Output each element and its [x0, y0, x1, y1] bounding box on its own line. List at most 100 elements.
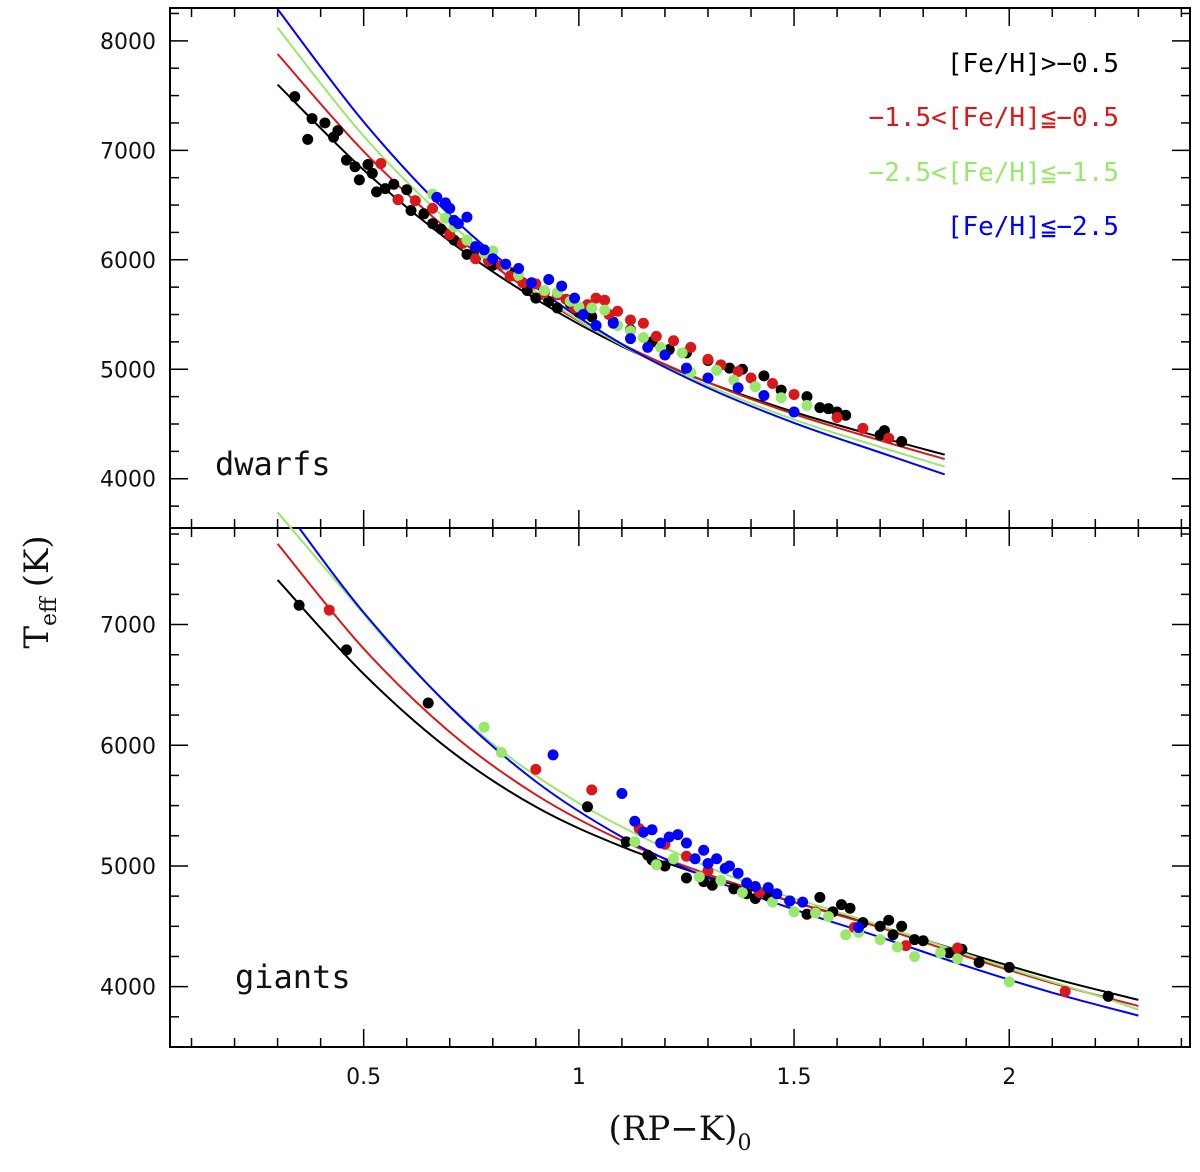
data-point [427, 218, 439, 230]
data-point [758, 370, 770, 382]
data-point [835, 899, 847, 911]
data-point [840, 409, 852, 421]
data-point [530, 763, 542, 775]
data-point [741, 877, 753, 889]
data-point [883, 432, 895, 444]
bottom-panel: 4000 5000 6000 7000 0.5 1 1.5 2 giants [100, 511, 1191, 1090]
data-point [840, 929, 852, 941]
data-point [706, 879, 718, 891]
legend-entry-very-metal-poor: [Fe/H]≦−2.5 [947, 212, 1119, 242]
data-point [625, 314, 637, 326]
data-point [680, 837, 692, 849]
top-panel-y-tick-labels: 4000 5000 6000 7000 8000 [100, 30, 156, 493]
data-point [452, 218, 464, 230]
data-point [590, 292, 602, 304]
data-point [478, 721, 490, 733]
panel-label-dwarfs: dwarfs [215, 445, 331, 483]
data-point [663, 831, 675, 843]
data-point [470, 241, 482, 253]
y-tick-label: 6000 [100, 249, 156, 274]
data-point [487, 245, 499, 257]
data-point [461, 234, 473, 246]
data-point [659, 349, 671, 361]
data-point [952, 953, 964, 965]
data-point [883, 914, 895, 926]
data-point [637, 332, 649, 344]
bottom-panel-fit-curves [276, 511, 1139, 1017]
data-point [409, 195, 421, 207]
y-tick-label: 5000 [100, 855, 156, 880]
data-point [668, 853, 680, 865]
data-point [788, 406, 800, 418]
data-point [788, 388, 800, 400]
data-point [375, 157, 387, 169]
data-point [723, 860, 735, 872]
data-point [857, 422, 869, 434]
data-point [500, 258, 512, 270]
data-point [461, 248, 473, 260]
data-point [736, 887, 748, 899]
data-point [547, 749, 559, 761]
data-point [659, 860, 671, 872]
legend: [Fe/H]>−0.5 −1.5<[Fe/H]≦−0.5 −2.5<[Fe/H]… [869, 49, 1119, 242]
data-point [814, 891, 826, 903]
x-axis-title-subscript: 0 [737, 1131, 751, 1156]
data-point [909, 950, 921, 962]
data-point [405, 205, 417, 217]
data-point [934, 947, 946, 959]
data-point [435, 223, 447, 235]
fit-curve [276, 579, 1139, 1001]
data-point [577, 309, 589, 321]
y-axis-title-main: T [17, 626, 57, 649]
data-point [831, 411, 843, 423]
data-point [775, 384, 787, 396]
data-point [758, 390, 770, 402]
data-point [289, 91, 301, 103]
data-point [612, 305, 624, 317]
data-point [650, 330, 662, 342]
panel-label-giants: giants [235, 958, 351, 996]
data-point [973, 957, 985, 969]
x-axis-title: (RP−K)0 [609, 1109, 752, 1156]
bottom-panel-frame [169, 527, 1191, 1048]
data-point [625, 325, 637, 337]
data-point [650, 859, 662, 871]
data-point [693, 871, 705, 883]
data-point [607, 317, 619, 329]
legend-entry-metal-poor: −2.5<[Fe/H]≦−1.5 [869, 158, 1119, 188]
data-point [668, 335, 680, 347]
y-axis-title-text: Teff (K) [17, 535, 62, 648]
data-point [306, 113, 318, 125]
x-tick-labels: 0.5 1 1.5 2 [346, 1065, 1016, 1090]
data-point [538, 284, 550, 296]
data-point [478, 244, 490, 256]
data-point [332, 125, 344, 137]
data-point [543, 295, 555, 307]
fit-curve [276, 543, 1139, 1007]
data-point [749, 381, 761, 393]
data-point [586, 302, 598, 314]
x-tick-label: 1.5 [777, 1065, 812, 1090]
data-point [392, 194, 404, 206]
data-point [418, 208, 430, 220]
data-point [461, 211, 473, 223]
y-tick-label: 7000 [100, 614, 156, 639]
x-axis-title-text: (RP−K)0 [609, 1109, 752, 1156]
data-point [427, 202, 439, 214]
data-point [853, 922, 865, 934]
data-point [530, 292, 542, 304]
data-point [495, 746, 507, 758]
data-point [349, 161, 361, 173]
data-point [702, 858, 714, 870]
data-point [822, 403, 834, 415]
y-tick-label: 4000 [100, 468, 156, 493]
data-point [319, 117, 331, 129]
data-point [771, 888, 783, 900]
data-point [900, 940, 912, 952]
x-tick-label: 0.5 [346, 1065, 381, 1090]
fit-curve [276, 53, 945, 460]
data-point [655, 837, 667, 849]
data-point [379, 183, 391, 195]
data-point [625, 333, 637, 345]
data-point [887, 929, 899, 941]
